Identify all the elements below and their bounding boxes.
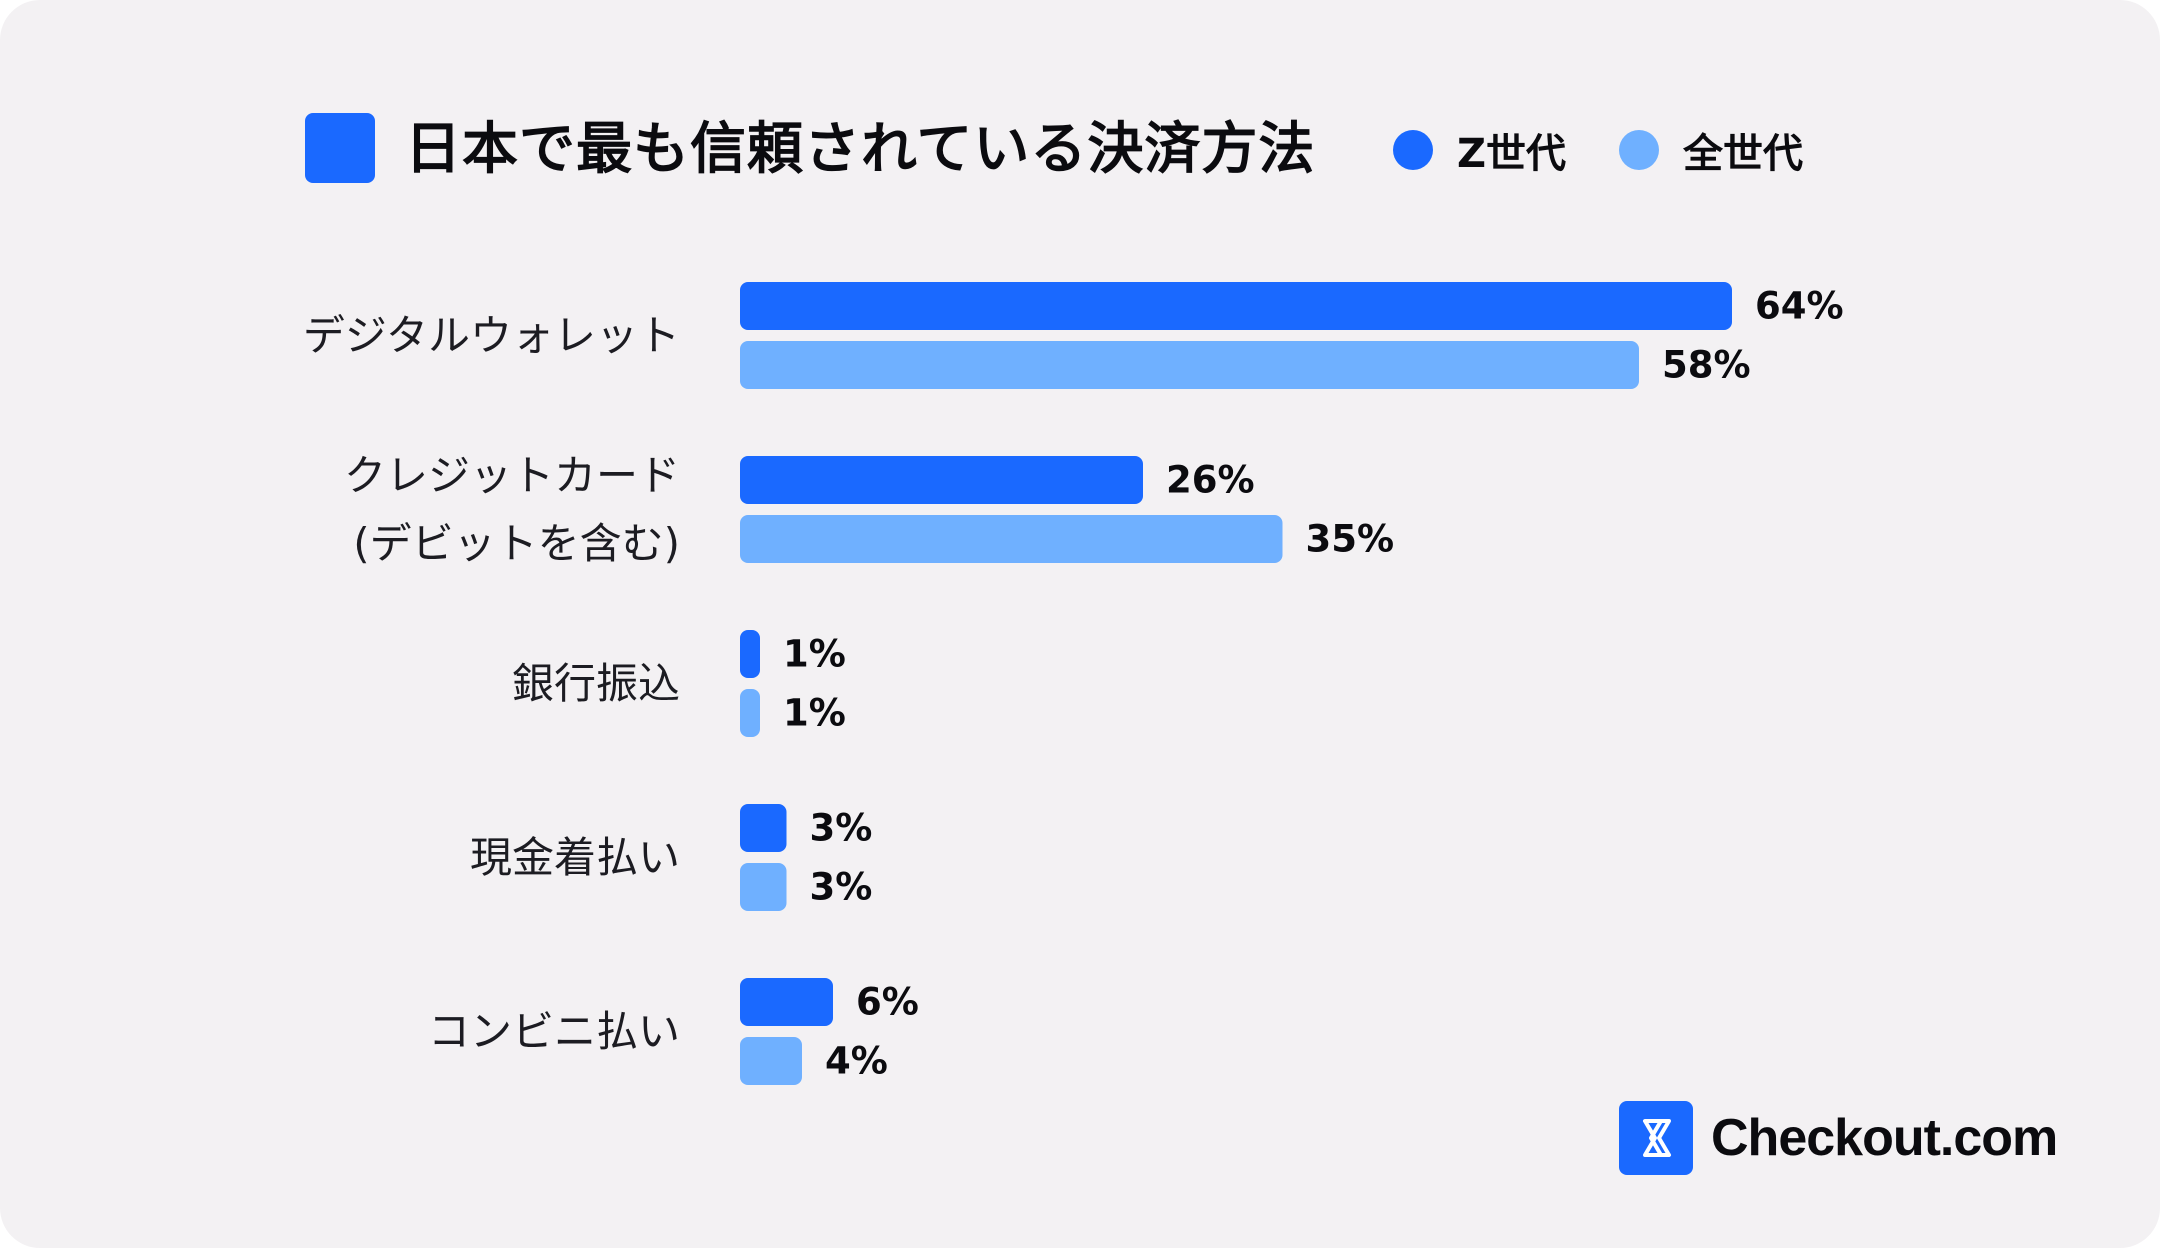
bar-all-generations (740, 515, 1283, 563)
legend-label-z-generation: Z世代 (1457, 131, 1567, 177)
category-label: コンビニ払い (428, 1007, 680, 1056)
title-marker-square (305, 113, 375, 183)
bar-all-generations (740, 341, 1639, 389)
category-label: 銀行振込 (512, 659, 680, 708)
value-label: 1% (783, 692, 846, 735)
checkout-logo-icon (1619, 1101, 1693, 1175)
category-label: 現金着払い (470, 833, 680, 882)
value-label: 3% (810, 866, 873, 909)
bar-all-generations (740, 1037, 802, 1085)
legend-label-all-generations: 全世代 (1683, 131, 1803, 177)
category-label: デジタルウォレット (303, 311, 680, 360)
legend-item-all-generations: 全世代 (1619, 120, 1803, 180)
value-label: 6% (856, 981, 919, 1024)
bar-z-generation (740, 456, 1143, 504)
value-label: 4% (825, 1040, 888, 1083)
checkout-logo-text: Checkout.com (1711, 1109, 2058, 1167)
category-label: クレジットカード (344, 451, 680, 500)
category-label: (デビットを含む) (353, 519, 680, 568)
legend-item-z-generation: Z世代 (1393, 120, 1566, 180)
legend-dot-all-generations (1619, 130, 1659, 170)
value-label: 1% (783, 633, 846, 676)
value-label: 3% (810, 807, 873, 850)
chart-title: 日本で最も信頼されている決済方法 (405, 117, 1316, 182)
checkout-logo: Checkout.com (1619, 1100, 2058, 1176)
value-label: 58% (1662, 344, 1751, 387)
bar-z-generation (740, 978, 833, 1026)
bar-z-generation (740, 804, 787, 852)
bar-all-generations (740, 863, 787, 911)
value-label: 26% (1166, 459, 1255, 502)
bar-z-generation (740, 630, 760, 678)
bar-z-generation (740, 282, 1732, 330)
value-label: 35% (1306, 518, 1395, 561)
legend-dot-z-generation (1393, 130, 1433, 170)
value-label: 64% (1755, 285, 1844, 328)
bar-all-generations (740, 689, 760, 737)
